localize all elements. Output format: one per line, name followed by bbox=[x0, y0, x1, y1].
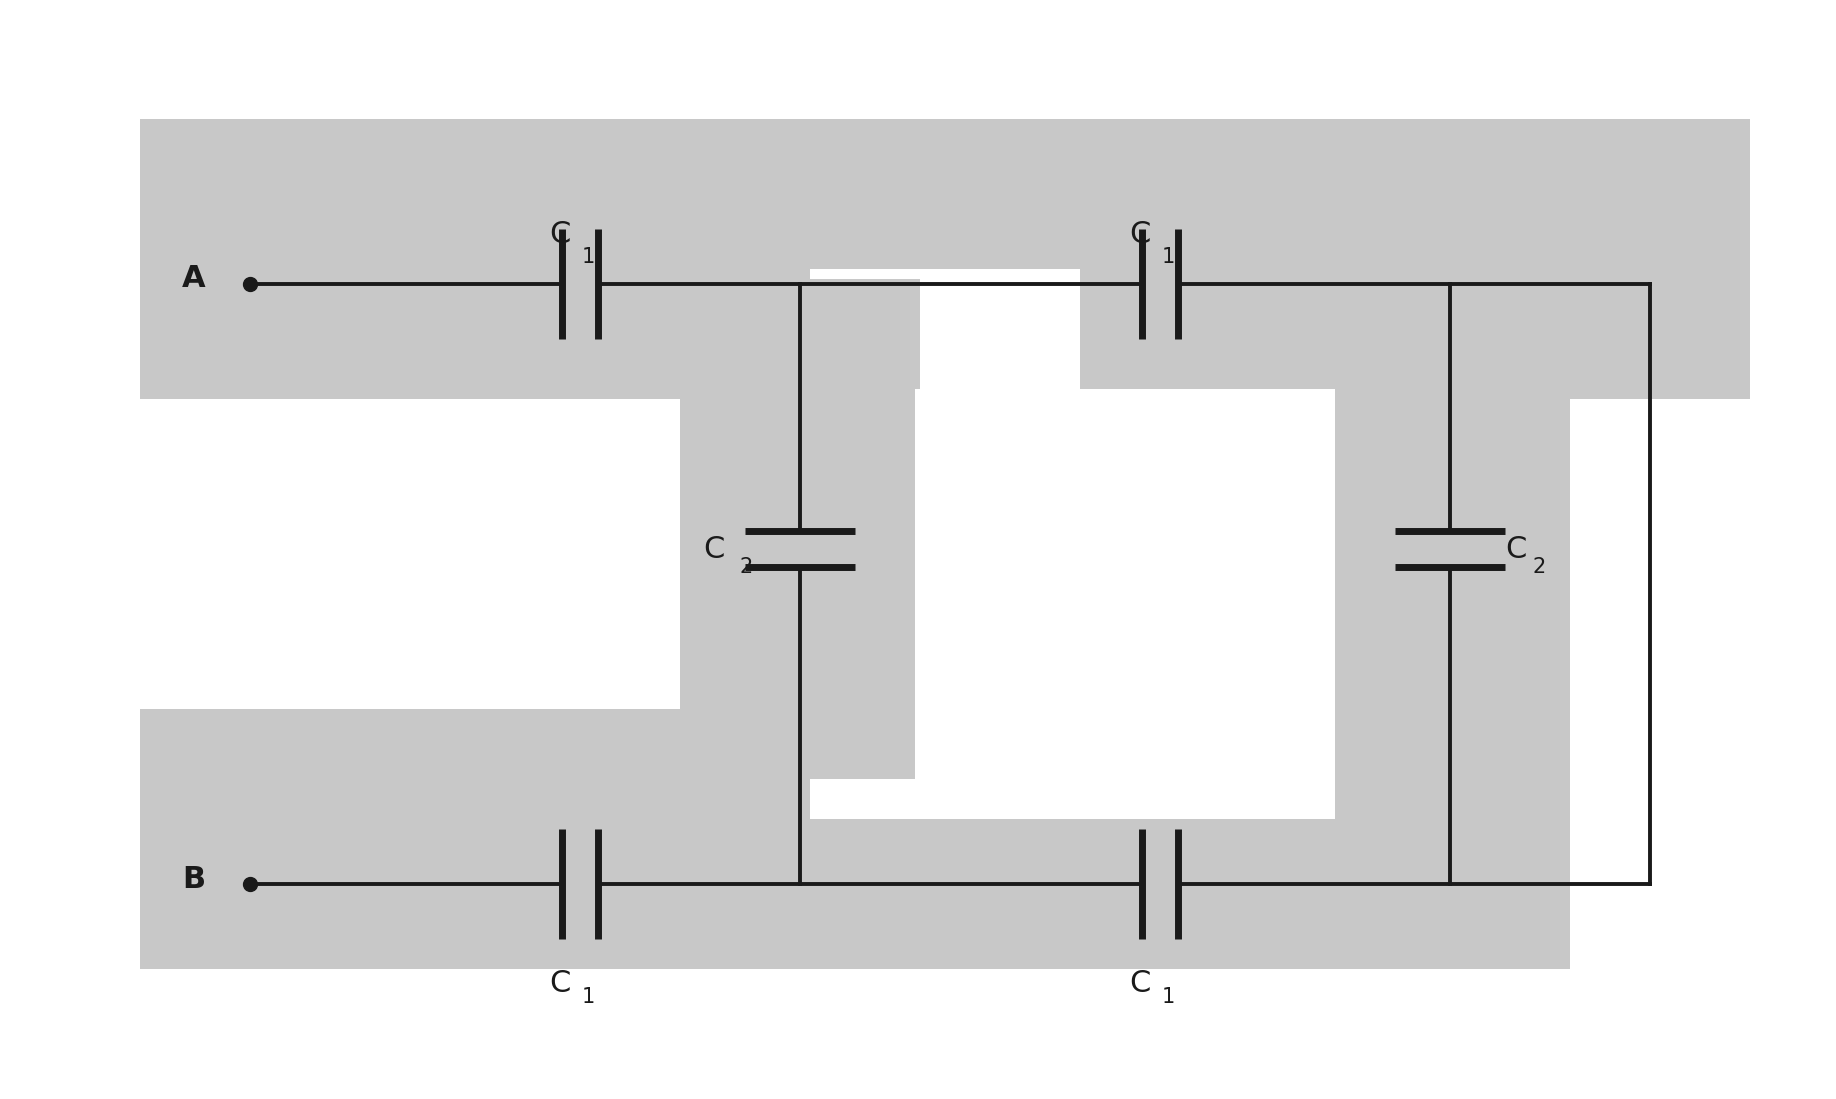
Text: 2: 2 bbox=[740, 557, 753, 577]
Bar bbox=[720, 819, 1471, 969]
Text: C: C bbox=[1129, 969, 1151, 998]
Text: 1: 1 bbox=[1162, 987, 1175, 1007]
Bar bbox=[720, 119, 1201, 269]
Bar bbox=[1080, 119, 1750, 399]
Text: C: C bbox=[549, 969, 571, 998]
Text: A: A bbox=[182, 265, 206, 293]
Text: B: B bbox=[182, 865, 206, 893]
Bar bbox=[1570, 419, 1836, 779]
Text: C: C bbox=[1129, 220, 1151, 249]
Bar bbox=[679, 279, 920, 779]
Bar bbox=[140, 399, 679, 709]
Text: C: C bbox=[703, 534, 725, 564]
Bar bbox=[914, 389, 1335, 819]
Bar bbox=[1329, 279, 1570, 779]
Text: 2: 2 bbox=[1533, 557, 1546, 577]
Text: 1: 1 bbox=[582, 247, 595, 267]
Text: 1: 1 bbox=[1162, 247, 1175, 267]
Text: 1: 1 bbox=[582, 987, 595, 1007]
Bar bbox=[140, 119, 810, 399]
Text: C: C bbox=[549, 220, 571, 249]
Text: C: C bbox=[1506, 534, 1526, 564]
Bar bbox=[1329, 699, 1570, 969]
Bar bbox=[140, 699, 810, 969]
